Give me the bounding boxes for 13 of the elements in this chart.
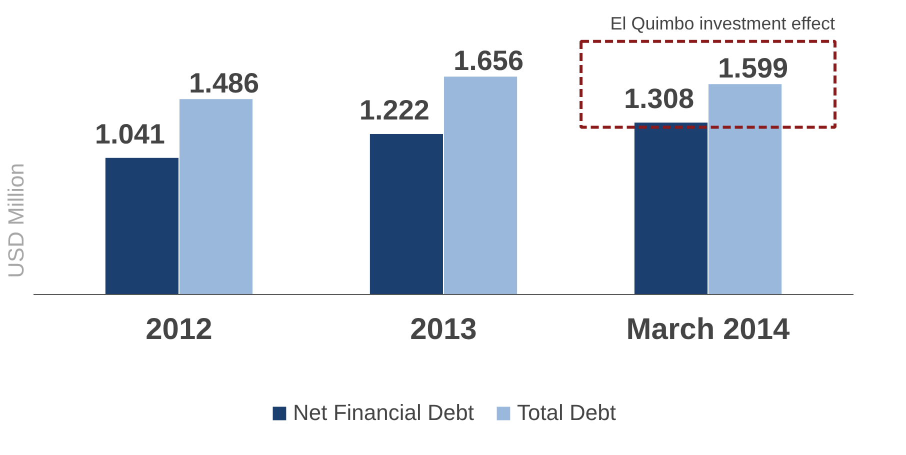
- x-tick-label: 2013: [410, 312, 477, 346]
- x-tick-label: March 2014: [626, 312, 790, 346]
- data-label: 1.041: [94, 118, 165, 150]
- legend-label: Total Debt: [516, 400, 616, 426]
- legend-label: Net Financial Debt: [292, 400, 474, 426]
- text: El Quimbo investment effect: [610, 13, 835, 34]
- data-label: 1.486: [188, 68, 260, 99]
- data-label: 1.222: [359, 94, 430, 126]
- data-label: 1.308: [624, 83, 694, 114]
- data-label: 1.599: [718, 52, 788, 84]
- x-tick-label: 2012: [146, 312, 212, 346]
- data-label: 1.656: [454, 45, 524, 76]
- y-axis-title: USD Million: [4, 163, 28, 278]
